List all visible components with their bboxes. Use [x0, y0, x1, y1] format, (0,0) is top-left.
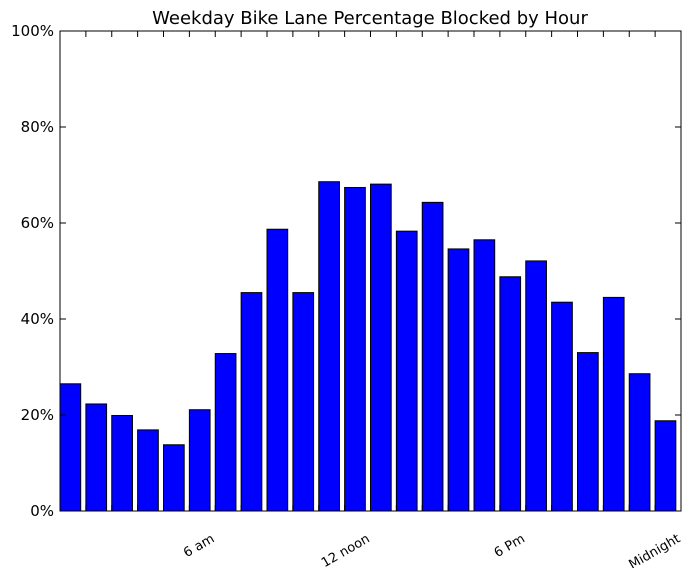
- bar-hour-9: [292, 292, 315, 512]
- bar-hour-1: [85, 403, 108, 512]
- bar-hour-22: [628, 373, 651, 512]
- bar-hour-7: [240, 292, 263, 512]
- y-tick-label: 80%: [21, 118, 54, 136]
- bar-hour-20: [577, 352, 599, 512]
- bar-hour-12: [370, 183, 392, 512]
- y-tick-label: 20%: [21, 406, 54, 424]
- bar-hour-3: [137, 429, 159, 512]
- bar-hour-17: [499, 276, 522, 512]
- x-tick-label: 6 Pm: [492, 531, 528, 560]
- x-tick-label: Midnight: [627, 531, 683, 568]
- bar-hour-8: [266, 228, 289, 512]
- bar-hour-4: [163, 444, 185, 512]
- y-tick-label: 40%: [21, 310, 54, 328]
- x-tick-label: 6 am: [181, 531, 217, 561]
- bar-hour-0: [59, 383, 82, 512]
- bar-hour-14: [421, 201, 444, 512]
- y-axis: 0% 20% 40% 60% 80% 100%: [11, 22, 681, 520]
- bar-hour-2: [111, 414, 133, 512]
- x-tick-label: 12 noon: [319, 531, 372, 568]
- bar-hour-13: [395, 230, 418, 512]
- bar-hour-23: [654, 420, 677, 512]
- bars-layer: [59, 181, 677, 512]
- bar-hour-21: [602, 296, 625, 512]
- bar-hour-6: [214, 353, 237, 512]
- chart-title: Weekday Bike Lane Percentage Blocked by …: [152, 8, 588, 29]
- bar-hour-16: [473, 239, 496, 512]
- bar-hour-5: [188, 409, 211, 512]
- bar-hour-19: [551, 301, 573, 512]
- y-tick-label: 100%: [11, 22, 54, 40]
- bar-hour-18: [525, 260, 547, 512]
- bar-hour-15: [447, 248, 470, 512]
- bar-hour-10: [318, 181, 340, 512]
- y-tick-label: 60%: [21, 214, 54, 232]
- y-tick-label: 0%: [30, 502, 54, 520]
- bar-hour-11: [344, 186, 366, 512]
